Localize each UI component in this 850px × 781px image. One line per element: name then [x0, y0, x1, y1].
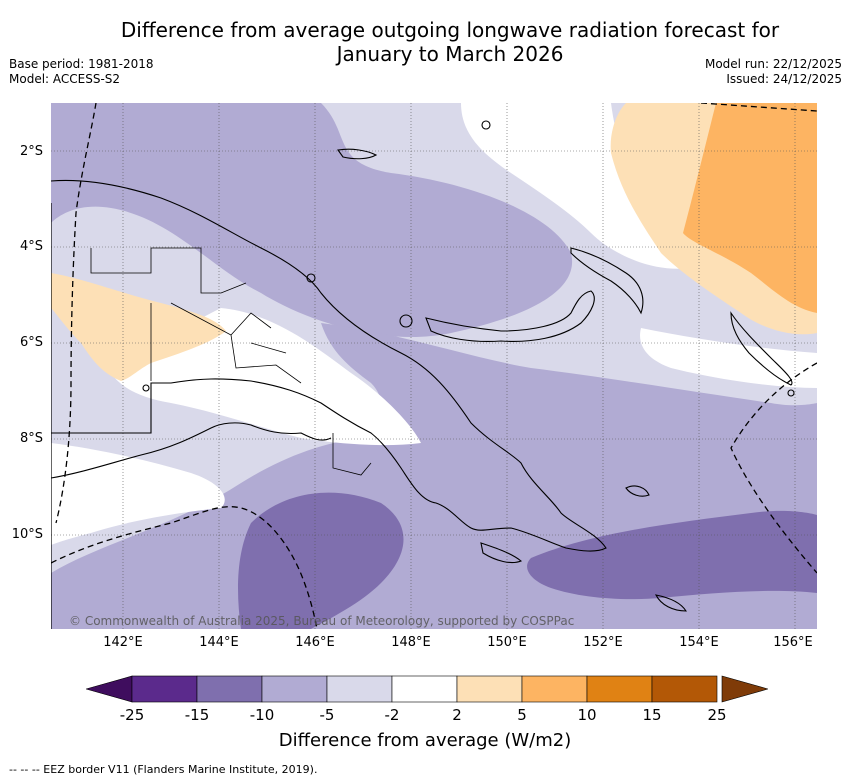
colorbar-title: Difference from average (W/m2)	[278, 730, 572, 751]
colorbar-tick-label: -25	[119, 706, 145, 724]
title-line-2: January to March 2026	[336, 42, 564, 66]
lat-label-4s: 4°S	[19, 239, 43, 254]
colorbar-box	[651, 675, 718, 703]
eez-footnote: -- -- -- EEZ border V11 (Flanders Marine…	[9, 763, 318, 776]
colorbar-box	[131, 675, 198, 703]
colorbar-tick-label: -10	[249, 706, 275, 724]
colorbar-box	[586, 675, 653, 703]
field-minus10-north	[51, 103, 573, 338]
colorbar-box	[456, 675, 523, 703]
meta-right: Model run: 22/12/2025 Issued: 24/12/2025	[705, 57, 842, 87]
map-svg	[51, 103, 817, 629]
colorbar-over-triangle	[721, 675, 770, 703]
coastlines	[51, 120, 795, 612]
lon-label-154e: 154°E	[679, 635, 719, 650]
colorbar-box	[261, 675, 328, 703]
lon-label-152e: 152°E	[583, 635, 623, 650]
title-line-1: Difference from average outgoing longwav…	[120, 18, 780, 42]
colorbar-box	[391, 675, 458, 703]
lon-label-156e: 156°E	[773, 635, 813, 650]
colorbar-tick-label: -2	[384, 706, 400, 724]
eez-borders	[51, 103, 817, 629]
colorbar-box	[326, 675, 393, 703]
lat-label-10s: 10°S	[11, 527, 43, 542]
lon-label-148e: 148°E	[391, 635, 431, 650]
gridlines	[51, 103, 817, 629]
colorbar-under-triangle	[84, 675, 133, 703]
field-minus15-southeast	[527, 510, 817, 600]
field-neutral-northeast	[461, 103, 691, 269]
lat-label-6s: 6°S	[19, 335, 43, 350]
field-plus2-west	[51, 273, 226, 381]
copyright-notice: © Commonwealth of Australia 2025, Bureau…	[69, 614, 575, 628]
map-title: Difference from average outgoing longwav…	[70, 18, 830, 66]
colorbar-tick-label: -15	[184, 706, 210, 724]
model-run: Model run: 22/12/2025	[704, 57, 842, 71]
colorbar-tick-label: 5	[517, 706, 527, 724]
map-panel	[51, 103, 817, 629]
lon-label-142e: 142°E	[103, 635, 143, 650]
colorbar-tick-label: 15	[642, 706, 662, 724]
meta-left: Base period: 1981-2018 Model: ACCESS-S2	[9, 57, 154, 87]
field-plus5-northeast	[683, 103, 817, 313]
colorbar-tick-label: 25	[707, 706, 727, 724]
model-name: Model: ACCESS-S2	[9, 72, 121, 86]
province-borders	[90, 247, 372, 476]
colorbar-tick-label: 2	[452, 706, 462, 724]
issued-date: Issued: 24/12/2025	[726, 72, 842, 86]
lat-label-2s: 2°S	[19, 144, 43, 159]
colorbar-svg	[84, 675, 770, 703]
lat-label-8s: 8°S	[19, 431, 43, 446]
field-minus15-south	[238, 492, 404, 629]
colorbar-box	[196, 675, 263, 703]
colorbar-box	[521, 675, 588, 703]
lon-label-144e: 144°E	[199, 635, 239, 650]
base-period: Base period: 1981-2018	[9, 57, 154, 71]
colorbar-tick-label: -5	[319, 706, 335, 724]
colorbar-tick-label: 10	[577, 706, 597, 724]
lon-label-146e: 146°E	[295, 635, 335, 650]
colorbar	[84, 675, 770, 703]
lon-label-150e: 150°E	[487, 635, 527, 650]
